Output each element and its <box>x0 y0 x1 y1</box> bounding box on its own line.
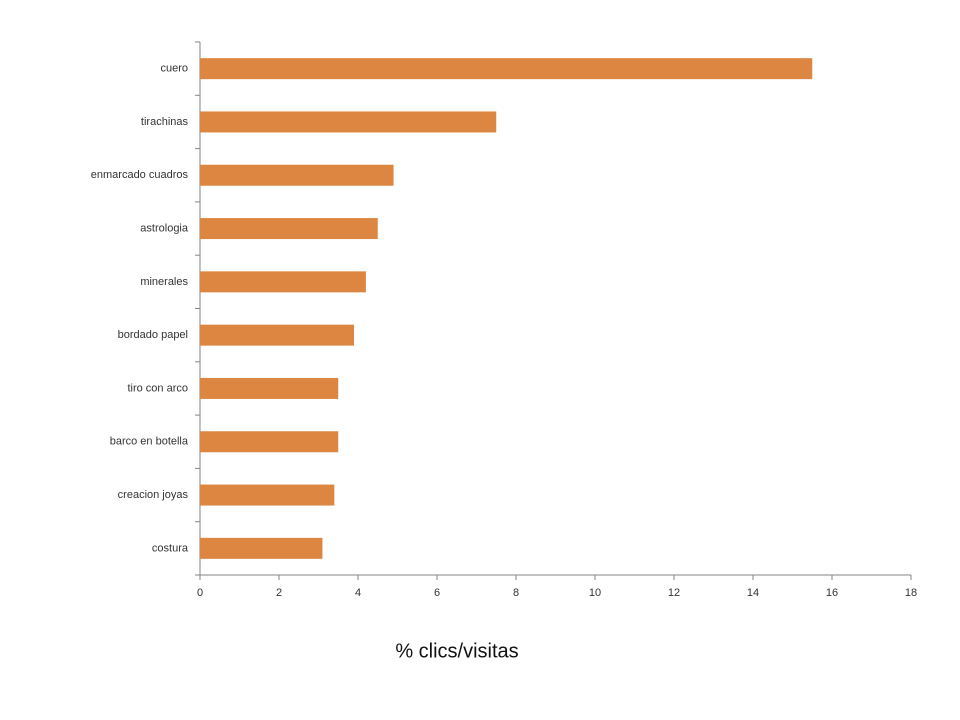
y-tick-label: minerales <box>140 276 188 288</box>
bar <box>200 484 335 506</box>
x-tick-label: 4 <box>355 587 361 599</box>
x-tick-label: 8 <box>513 587 519 599</box>
x-tick-label: 6 <box>434 587 440 599</box>
y-tick-label: bordado papel <box>118 329 188 341</box>
bar <box>200 218 378 240</box>
bar <box>200 58 813 80</box>
y-tick-label: barco en botella <box>110 436 189 448</box>
x-tick-label: 2 <box>276 587 282 599</box>
x-tick-label: 0 <box>197 587 203 599</box>
y-tick-label: costura <box>152 542 189 554</box>
bar <box>200 324 355 346</box>
y-tick-label: astrologia <box>140 222 189 234</box>
x-tick-label: 12 <box>668 587 680 599</box>
y-tick-label: tirachinas <box>141 116 189 128</box>
y-tick-label: enmarcado cuadros <box>91 169 189 181</box>
x-axis-title: % clics/visitas <box>395 640 518 662</box>
bar <box>200 271 366 293</box>
bar <box>200 377 339 399</box>
x-tick-label: 16 <box>826 587 838 599</box>
bar <box>200 111 497 133</box>
bar <box>200 431 339 453</box>
bar <box>200 164 394 186</box>
y-tick-label: creacion joyas <box>118 489 189 501</box>
x-tick-label: 14 <box>747 587 759 599</box>
x-tick-label: 18 <box>905 587 917 599</box>
bar <box>200 537 323 559</box>
y-tick-label: tiro con arco <box>127 382 188 394</box>
x-tick-label: 10 <box>589 587 601 599</box>
y-tick-label: cuero <box>160 63 188 75</box>
